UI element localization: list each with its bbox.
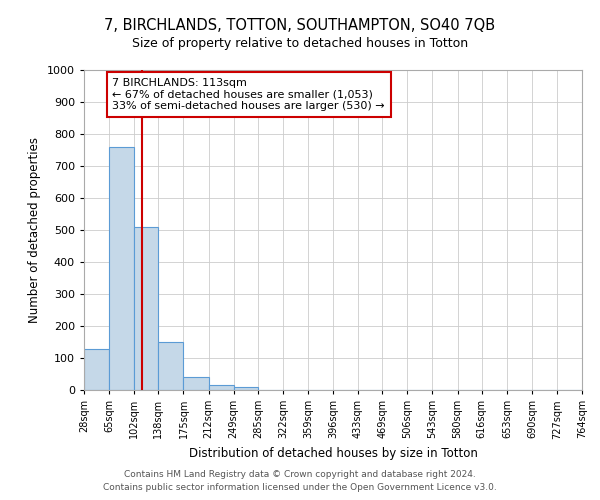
Text: 7 BIRCHLANDS: 113sqm
← 67% of detached houses are smaller (1,053)
33% of semi-de: 7 BIRCHLANDS: 113sqm ← 67% of detached h…: [112, 78, 385, 111]
Bar: [184, 377, 209, 390]
Bar: [209, 385, 233, 390]
Bar: [134, 227, 158, 390]
Bar: [109, 147, 134, 390]
Bar: [158, 342, 184, 390]
Text: 7, BIRCHLANDS, TOTTON, SOUTHAMPTON, SO40 7QB: 7, BIRCHLANDS, TOTTON, SOUTHAMPTON, SO40…: [104, 18, 496, 32]
Text: Size of property relative to detached houses in Totton: Size of property relative to detached ho…: [132, 38, 468, 51]
Text: Contains HM Land Registry data © Crown copyright and database right 2024.: Contains HM Land Registry data © Crown c…: [124, 470, 476, 479]
Bar: [233, 387, 258, 390]
Bar: [84, 349, 109, 390]
Text: Contains public sector information licensed under the Open Government Licence v3: Contains public sector information licen…: [103, 483, 497, 492]
Y-axis label: Number of detached properties: Number of detached properties: [28, 137, 41, 323]
X-axis label: Distribution of detached houses by size in Totton: Distribution of detached houses by size …: [188, 447, 478, 460]
